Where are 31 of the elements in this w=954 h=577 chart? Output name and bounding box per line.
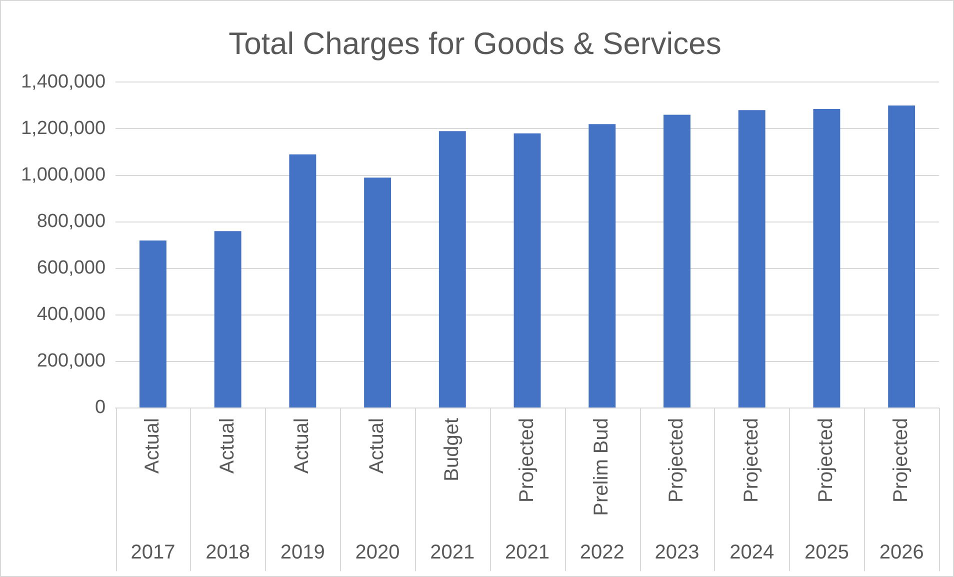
bar	[664, 114, 690, 408]
chart-title: Total Charges for Goods & Services	[228, 26, 722, 62]
y-tick-label: 1,000,000	[20, 164, 106, 186]
category-label: Actual 2019	[280, 418, 325, 564]
category-label: Projected 2025	[804, 418, 849, 564]
bar	[289, 154, 316, 408]
bar	[813, 108, 840, 408]
y-tick-label: 0	[94, 397, 106, 418]
bar	[438, 131, 466, 408]
category-label: Projected 2021	[505, 418, 550, 564]
bar	[738, 110, 766, 408]
bar	[139, 240, 166, 408]
category-label: Budget 2021	[430, 418, 475, 564]
bar	[214, 231, 242, 408]
category-label: Projected 2023	[654, 418, 700, 564]
bar	[514, 133, 541, 408]
category-label: Actual 2018	[206, 418, 250, 564]
category-label: Prelim Bud 2022	[580, 418, 624, 564]
bar	[588, 124, 616, 408]
y-tick-label: 800,000	[36, 211, 106, 232]
y-tick-label: 200,000	[36, 350, 106, 372]
category-label: Actual 2017	[130, 418, 176, 564]
category-label: Actual 2020	[355, 418, 400, 564]
y-tick-label: 1,200,000	[20, 118, 106, 139]
y-tick-label: 400,000	[36, 304, 106, 326]
y-tick-label: 1,400,000	[20, 71, 106, 92]
bar	[888, 105, 916, 408]
y-tick-label: 600,000	[36, 258, 106, 279]
category-label: Projected 2024	[730, 418, 774, 564]
category-label: Projected 2026	[879, 418, 924, 564]
bar	[364, 178, 392, 408]
